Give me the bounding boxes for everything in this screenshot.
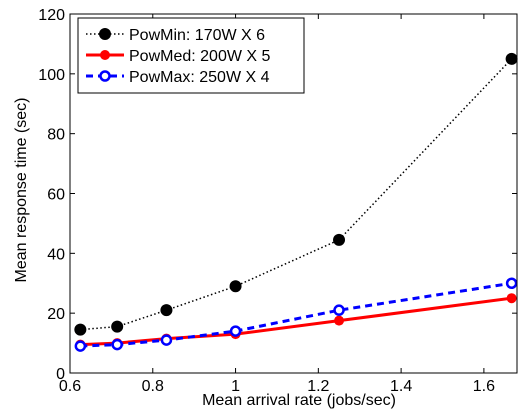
y-tick-label: 100	[38, 67, 65, 84]
plot-area	[74, 52, 518, 352]
legend-swatch-marker	[100, 50, 110, 60]
data-point	[74, 340, 87, 352]
series-3	[74, 277, 518, 352]
series-line	[80, 281, 512, 348]
series-line	[80, 296, 512, 347]
y-tick-label: 20	[47, 306, 65, 323]
legend-label: PowMax: 250W X 4	[129, 69, 270, 86]
data-point	[333, 304, 345, 316]
data-point	[160, 304, 173, 317]
legend-label: PowMin: 170W X 6	[129, 27, 265, 44]
x-axis-title: Mean arrival rate (jobs/sec)	[202, 392, 396, 409]
x-tick-label: 1.2	[307, 378, 329, 395]
x-tick-label: 0.8	[142, 378, 164, 395]
data-point	[506, 293, 517, 304]
x-tick-label: 0.6	[59, 378, 81, 395]
legend-swatch-marker	[99, 28, 111, 40]
data-point	[74, 323, 87, 336]
series-1	[74, 52, 518, 336]
legend: PowMin: 170W X 6 PowMed: 200W X 5 PowMax: …	[77, 17, 305, 94]
x-tick-label: 1.4	[390, 378, 412, 395]
data-point	[160, 334, 173, 346]
y-tick-label: 120	[38, 7, 65, 24]
y-axis-title: Mean response time (sec)	[13, 98, 30, 283]
x-tick-label: 1	[231, 378, 240, 395]
data-point	[111, 338, 123, 351]
axes: 0.6 0.8 1 1.2 1.4 1.6 0 20 40 60 80 100 120	[38, 7, 518, 395]
legend-label: PowMed: 200W X 5	[129, 48, 271, 65]
data-point	[505, 277, 518, 289]
data-point	[505, 52, 518, 65]
x-tick-label: 1.6	[473, 378, 495, 395]
series-line	[80, 58, 513, 331]
y-tick-label: 60	[47, 187, 65, 204]
data-point	[229, 280, 242, 293]
data-point	[334, 315, 345, 326]
legend-swatch-marker	[99, 70, 111, 82]
data-point	[229, 325, 242, 337]
y-tick-label: 40	[47, 246, 65, 263]
y-tick-label: 0	[56, 366, 65, 383]
data-point	[111, 320, 124, 333]
y-tick-label: 80	[47, 127, 65, 144]
data-point	[333, 233, 346, 246]
